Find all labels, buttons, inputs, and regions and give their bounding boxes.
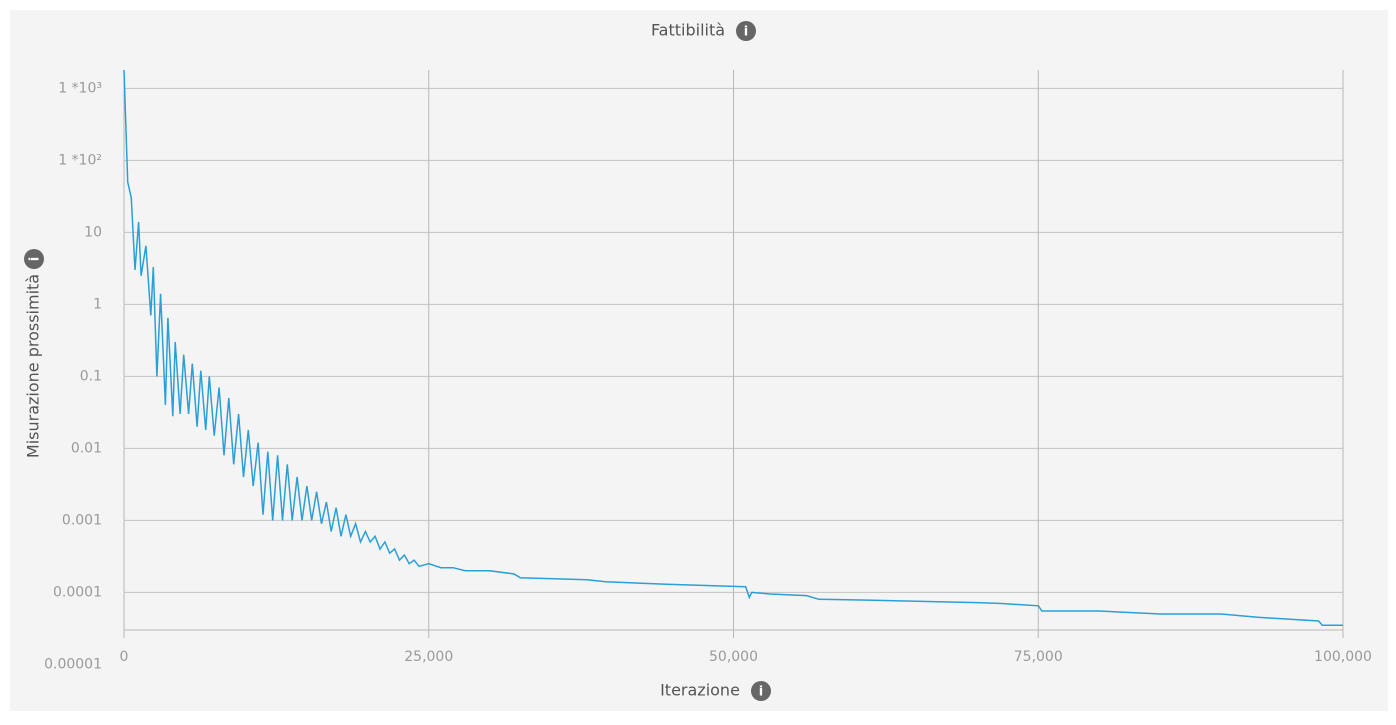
info-icon[interactable]: i: [736, 21, 756, 41]
x-tick-label: 0: [120, 649, 129, 665]
y-tick-label: 0.001: [62, 512, 102, 528]
x-tick-label: 100,000: [1314, 649, 1372, 665]
info-icon[interactable]: i: [751, 681, 771, 701]
chart-title: Fattibilità: [651, 21, 725, 40]
x-tick-label: 25,000: [404, 649, 453, 665]
y-tick-label: 0.00001: [44, 656, 102, 672]
y-tick-label: 0.0001: [53, 584, 102, 600]
y-tick-label: 0.01: [71, 440, 102, 456]
svg-text:i: i: [28, 257, 43, 261]
y-tick-label: 1: [93, 296, 102, 312]
svg-text:i: i: [744, 25, 748, 40]
y-axis-label: Misurazione prossimità: [24, 274, 43, 458]
info-icon[interactable]: i: [24, 249, 44, 269]
data-line: [123, 69, 1343, 626]
y-tick-label: 1 *10³: [58, 80, 102, 96]
x-tick-label: 75,000: [1014, 649, 1063, 665]
y-tick-label: 10: [84, 224, 102, 240]
svg-text:i: i: [759, 685, 763, 700]
panel: [10, 10, 1388, 711]
x-axis-label: Iterazione: [660, 681, 740, 700]
x-tick-label: 50,000: [709, 649, 758, 665]
y-tick-label: 0.1: [80, 368, 102, 384]
y-tick-label: 1 *10²: [58, 152, 102, 168]
